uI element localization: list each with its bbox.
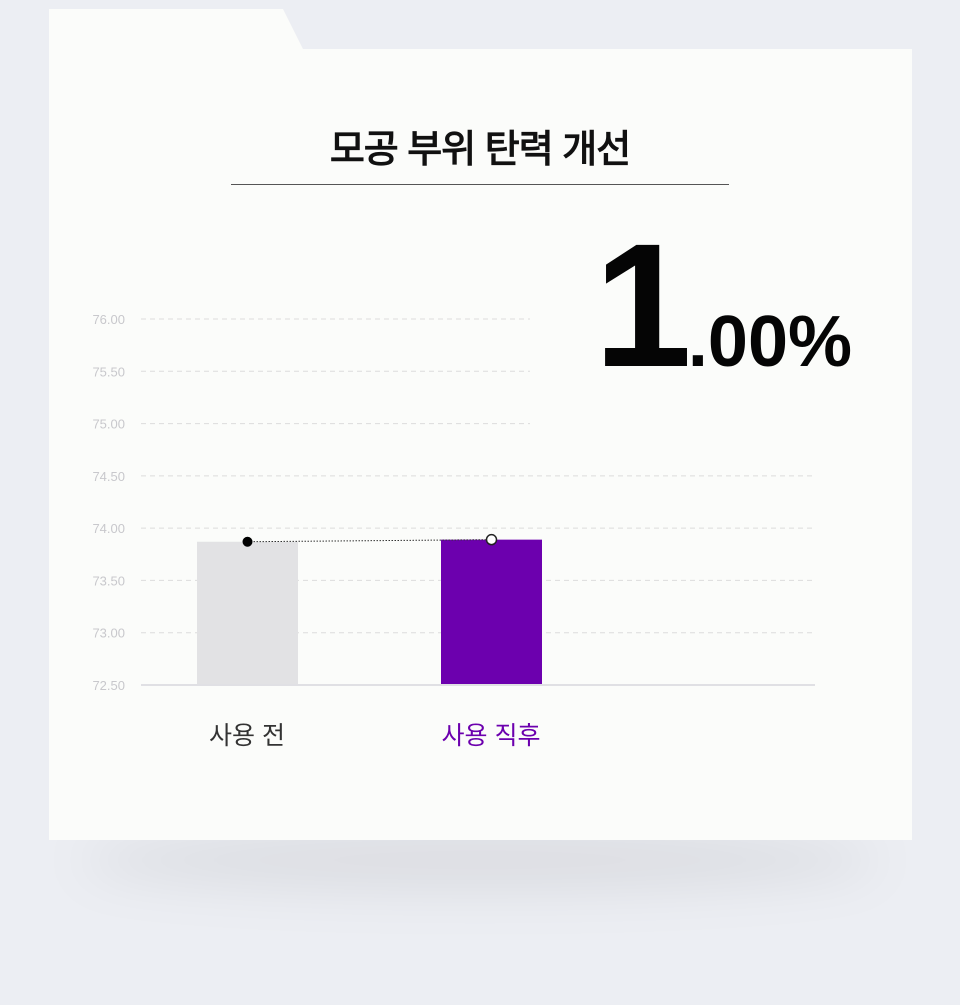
y-tick-label: 76.00	[92, 312, 125, 327]
card	[49, 9, 912, 840]
title-divider	[231, 184, 729, 185]
x-label-after: 사용 직후	[441, 722, 541, 750]
x-label-before: 사용 전	[209, 722, 285, 750]
point-after	[485, 533, 498, 546]
chart-title: 모공 부위 탄력 개선	[329, 129, 631, 171]
y-tick-label: 73.00	[92, 626, 125, 641]
y-tick-label: 73.50	[92, 573, 125, 588]
improvement-decimal: .00%	[687, 302, 852, 382]
point-before	[242, 536, 253, 547]
y-tick-label: 74.00	[92, 521, 125, 536]
y-tick-label: 75.00	[92, 417, 125, 432]
y-tick-label: 74.50	[92, 469, 125, 484]
bar-before	[197, 541, 298, 685]
y-tick-label: 72.50	[92, 678, 125, 693]
y-tick-label: 75.50	[92, 364, 125, 379]
card-shadow	[80, 830, 880, 890]
improvement-integer: 1	[594, 208, 692, 404]
bar-after	[441, 539, 542, 685]
improvement-value: 1.00%	[594, 205, 852, 407]
